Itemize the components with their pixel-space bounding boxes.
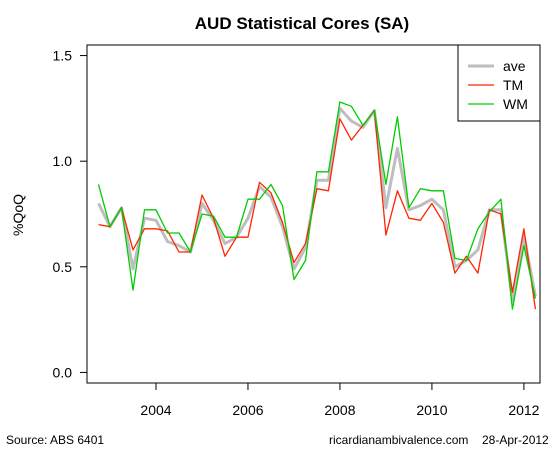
y-tick-label: 0.5 [53, 259, 73, 275]
series-line-tm [98, 109, 537, 310]
x-tick-label: 2008 [324, 402, 355, 418]
footer-site: ricardianambivalence.com [329, 433, 468, 447]
legend-label-tm: TM [503, 77, 523, 93]
x-tick-label: 2004 [140, 402, 171, 418]
series-line-ave [97, 106, 537, 303]
footer-source: Source: ABS 6401 [6, 433, 104, 447]
y-tick-label: 1.5 [53, 48, 73, 64]
legend: ave TM WM [457, 44, 541, 122]
x-tick-label: 2010 [416, 402, 447, 418]
y-axis: 0.0 0.5 1.0 1.5 [53, 48, 87, 380]
x-axis: 2004 2006 2008 2010 2012 [140, 383, 540, 418]
legend-box [457, 44, 541, 122]
legend-label-ave: ave [503, 58, 526, 74]
y-tick-label: 0.0 [53, 364, 73, 380]
legend-items: ave TM WM [468, 58, 528, 112]
chart-title: AUD Statistical Cores (SA) [195, 14, 409, 33]
y-tick-label: 1.0 [53, 153, 73, 169]
plot-frame [86, 44, 541, 384]
series-lines [97, 101, 537, 310]
x-tick-label: 2006 [232, 402, 263, 418]
footer-date: 28-Apr-2012 [482, 433, 549, 447]
series-line-wm [97, 101, 537, 310]
x-tick-label: 2012 [508, 402, 539, 418]
y-axis-label: %QoQ [10, 194, 26, 236]
legend-label-wm: WM [503, 96, 528, 112]
